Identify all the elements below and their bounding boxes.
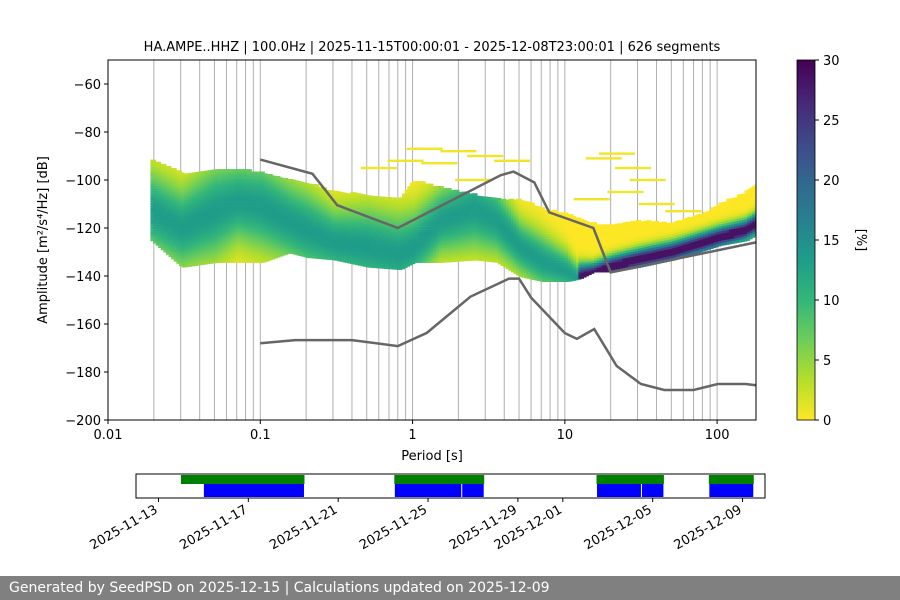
ppsd-figure: HA.AMPE..HHZ | 100.0Hz | 2025-11-15T00:0… (36, 40, 868, 553)
density-cell (438, 186, 444, 189)
density-cell (399, 266, 405, 270)
density-cell (529, 202, 535, 205)
density-cell (404, 264, 411, 267)
density-cell (178, 172, 185, 175)
density-cell (446, 187, 452, 191)
density-cell (453, 189, 460, 193)
density-cell (282, 177, 289, 181)
density-cell (277, 177, 284, 180)
density-cell (313, 184, 320, 187)
density-cell (274, 175, 281, 179)
density-cell (472, 193, 478, 196)
density-cell (166, 166, 172, 169)
density-cell (409, 261, 416, 265)
density-cell (420, 181, 426, 184)
density-cell (402, 265, 408, 268)
density-cell (267, 173, 273, 177)
density-cell (495, 198, 501, 201)
density-heatmap (150, 147, 756, 282)
density-cell (160, 163, 167, 167)
density-cell (516, 198, 522, 202)
density-cell (500, 198, 507, 202)
density-cell (427, 183, 434, 186)
density-cell (261, 173, 268, 176)
density-cell (176, 170, 182, 173)
density-cell (246, 169, 252, 172)
density-cell (269, 175, 276, 178)
density-cell (171, 168, 177, 171)
density-cell (508, 198, 514, 202)
density-cell (150, 159, 156, 162)
density-cell (407, 262, 413, 266)
density-cell (155, 161, 162, 165)
density-cell (539, 207, 546, 210)
density-cell (259, 171, 265, 174)
chart-title: HA.AMPE..HHZ | 100.0Hz | 2025-11-15T00:0… (144, 40, 721, 55)
